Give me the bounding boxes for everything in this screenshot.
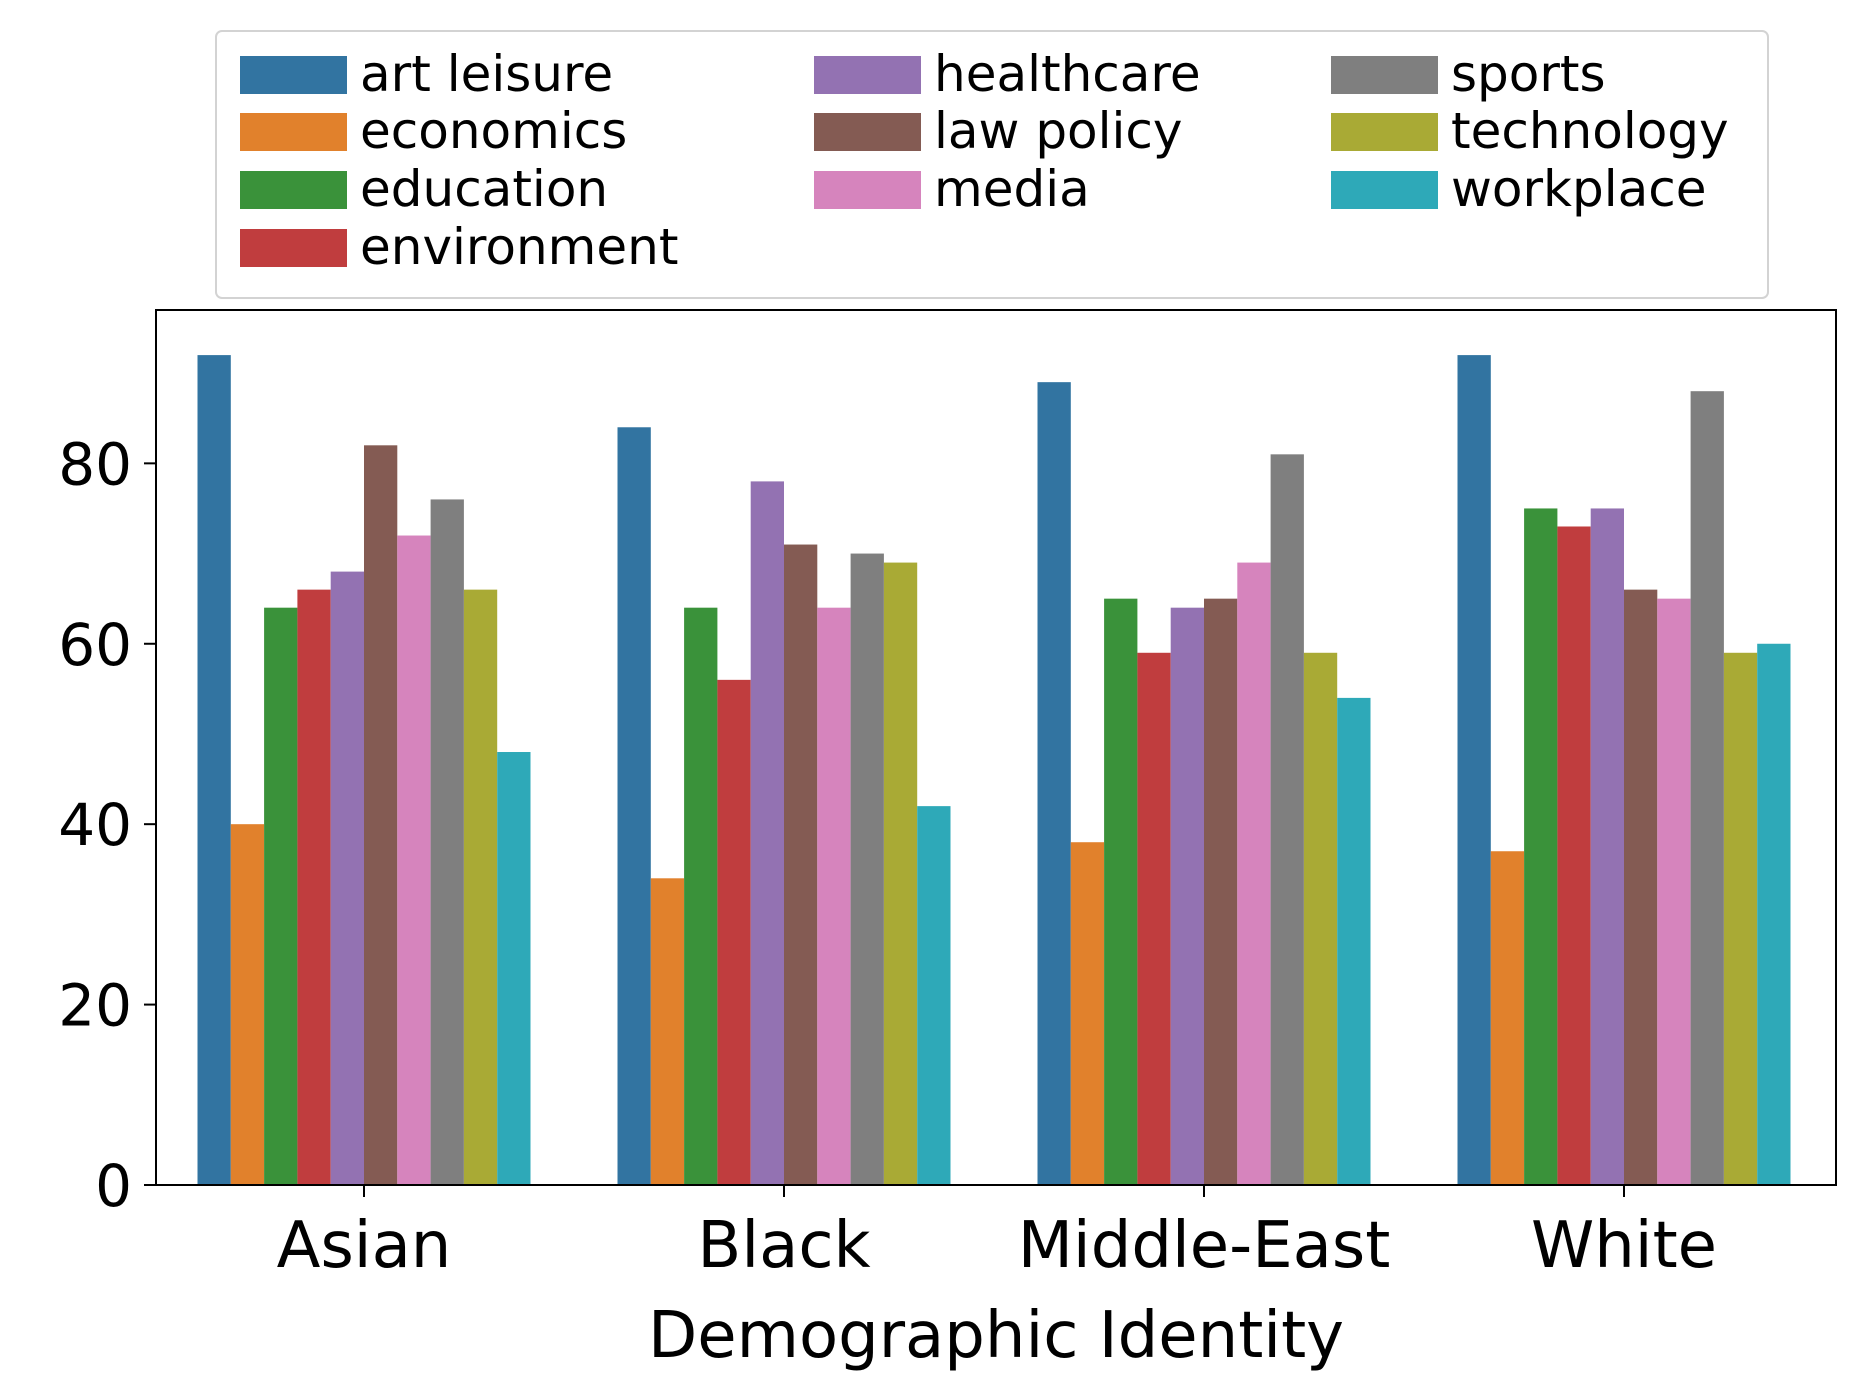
legend-label-art-leisure: art leisure (360, 45, 613, 103)
bar-education-white (1524, 508, 1558, 1185)
bar-law-policy-asian (364, 445, 398, 1185)
bar-sports-white (1690, 391, 1724, 1185)
bar-environment-asian (297, 589, 331, 1185)
legend-swatch-technology (1331, 113, 1438, 151)
bar-art-leisure-middle-east (1037, 382, 1071, 1185)
legend-swatch-media (814, 171, 921, 209)
y-tick-label: 80 (58, 430, 132, 498)
plot-frame (155, 309, 1837, 1186)
legend-label-environment: environment (360, 218, 678, 276)
bar-workplace-black (917, 806, 951, 1185)
y-tick-label: 60 (58, 611, 132, 679)
y-tick-label: 20 (58, 972, 132, 1040)
legend: art leisureeconomicseducationenvironment… (215, 30, 1769, 299)
bars (197, 355, 1791, 1186)
bar-technology-black (883, 562, 918, 1185)
x-axis: Asian Black Middle-East White (277, 1185, 1717, 1283)
bar-art-leisure-black (617, 427, 651, 1185)
legend-label-sports: sports (1451, 45, 1606, 103)
bar-economics-asian (230, 824, 265, 1185)
legend-label-education: education (360, 160, 608, 218)
bar-media-white (1657, 598, 1691, 1185)
legend-label-economics: economics (360, 102, 627, 160)
bar-education-asian (264, 607, 298, 1185)
bar-healthcare-black (750, 481, 784, 1185)
bar-technology-middle-east (1303, 652, 1338, 1185)
bar-art-leisure-white (1457, 355, 1491, 1186)
legend-swatch-environment (240, 229, 347, 267)
legend-swatch-healthcare (814, 56, 921, 94)
bar-economics-middle-east (1070, 842, 1105, 1185)
bar-education-middle-east (1104, 598, 1138, 1185)
legend-label-workplace: workplace (1451, 160, 1707, 218)
x-tick-label-asian: Asian (277, 1209, 452, 1283)
bar-art-leisure-asian (197, 355, 231, 1186)
bar-environment-white (1557, 526, 1591, 1185)
y-tick-label: 0 (95, 1152, 132, 1220)
plot-area: 0 20 40 60 80 Asian Black Middle-East White (58, 309, 1837, 1283)
bar-education-black (684, 607, 718, 1185)
bar-technology-asian (463, 589, 498, 1185)
x-tick-label-white: White (1531, 1209, 1717, 1283)
bar-media-black (817, 607, 851, 1185)
x-tick-label-middle-east: Middle-East (1018, 1209, 1391, 1283)
bar-healthcare-middle-east (1170, 607, 1204, 1185)
y-tick-label: 40 (58, 791, 132, 859)
legend-label-media: media (934, 160, 1090, 218)
bar-environment-black (717, 679, 751, 1185)
legend-swatch-sports (1331, 56, 1438, 94)
x-tick-label-black: Black (697, 1209, 870, 1283)
bar-sports-asian (430, 499, 464, 1185)
legend-label-law-policy: law policy (934, 102, 1183, 160)
bar-media-middle-east (1237, 562, 1271, 1185)
legend-label-technology: technology (1451, 102, 1729, 160)
bar-sports-black (850, 553, 884, 1185)
legend-swatch-art-leisure (240, 56, 347, 94)
bar-environment-middle-east (1137, 652, 1171, 1185)
legend-label-healthcare: healthcare (934, 45, 1201, 103)
bar-law-policy-white (1624, 589, 1658, 1185)
bar-healthcare-white (1590, 508, 1624, 1185)
bar-technology-white (1723, 652, 1758, 1185)
legend-swatch-education (240, 171, 347, 209)
bar-workplace-middle-east (1337, 697, 1371, 1185)
legend-frame (215, 30, 1769, 299)
bar-sports-middle-east (1270, 454, 1304, 1186)
x-axis-title: Demographic Identity (648, 1299, 1344, 1373)
bar-law-policy-middle-east (1204, 598, 1238, 1185)
bar-healthcare-asian (330, 571, 364, 1185)
legend-swatch-law-policy (814, 113, 921, 151)
legend-swatch-workplace (1331, 171, 1438, 209)
bar-workplace-white (1757, 643, 1791, 1185)
bar-workplace-asian (497, 752, 531, 1185)
bar-economics-black (650, 878, 685, 1185)
legend-swatch-economics (240, 113, 347, 151)
bar-economics-white (1490, 851, 1525, 1185)
bar-media-asian (397, 535, 431, 1185)
y-axis: 0 20 40 60 80 (58, 430, 156, 1220)
bar-law-policy-black (784, 544, 818, 1185)
